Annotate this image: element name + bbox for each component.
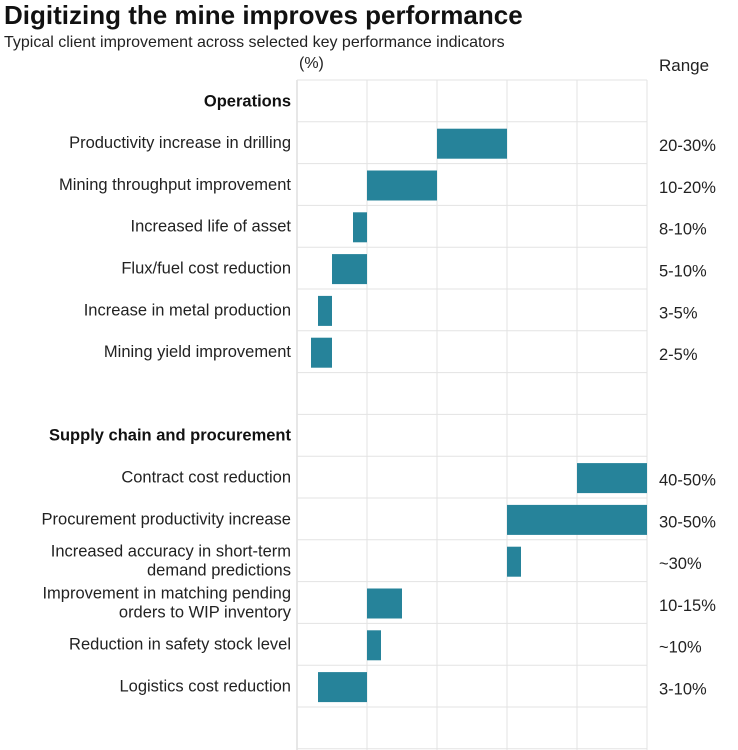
category-label: demand predictions: [147, 562, 291, 580]
category-label: Increased accuracy in short-term: [51, 543, 291, 561]
chart-subtitle: Typical client improvement across select…: [4, 34, 505, 51]
range-bar: [311, 337, 332, 368]
category-label: Procurement productivity increase: [42, 510, 291, 528]
range-label: ~10%: [659, 639, 702, 657]
category-label: Reduction in safety stock level: [69, 636, 291, 654]
range-label: 3-5%: [659, 304, 698, 322]
range-column-header: Range: [659, 56, 710, 75]
range-label: 8-10%: [659, 221, 707, 239]
category-label: Flux/fuel cost reduction: [121, 259, 291, 277]
range-label: 2-5%: [659, 346, 698, 364]
category-label: Mining throughput improvement: [59, 176, 291, 194]
range-bar: [332, 254, 367, 285]
range-bar: [367, 170, 437, 201]
category-label: Logistics cost reduction: [119, 677, 291, 695]
range-bar: [437, 128, 507, 159]
range-label: 10-15%: [659, 597, 716, 615]
range-bar: [318, 672, 367, 703]
unit-label: (%): [299, 55, 324, 72]
range-bar: [367, 588, 402, 619]
category-label: Mining yield improvement: [104, 343, 291, 361]
range-bar: [367, 630, 381, 661]
category-label: Increase in metal production: [84, 301, 291, 319]
category-label: Improvement in matching pending: [42, 584, 291, 602]
category-label: orders to WIP inventory: [119, 603, 292, 621]
category-label: Productivity increase in drilling: [69, 134, 291, 152]
range-bar: [577, 463, 647, 494]
section-header: Operations: [204, 92, 291, 110]
range-label: 40-50%: [659, 471, 716, 489]
range-bar: [318, 295, 332, 326]
range-label: 10-20%: [659, 179, 716, 197]
range-label: 5-10%: [659, 262, 707, 280]
range-bar: [353, 212, 367, 243]
range-label: ~30%: [659, 555, 702, 573]
range-bar: [507, 504, 647, 535]
range-label: 20-30%: [659, 137, 716, 155]
range-bar: [507, 546, 521, 577]
category-label: Increased life of asset: [130, 218, 291, 236]
chart-title: Digitizing the mine improves performance: [4, 0, 523, 30]
category-label: Contract cost reduction: [121, 468, 291, 486]
range-label: 30-50%: [659, 513, 716, 531]
section-header: Supply chain and procurement: [49, 427, 292, 445]
range-label: 3-10%: [659, 680, 707, 698]
